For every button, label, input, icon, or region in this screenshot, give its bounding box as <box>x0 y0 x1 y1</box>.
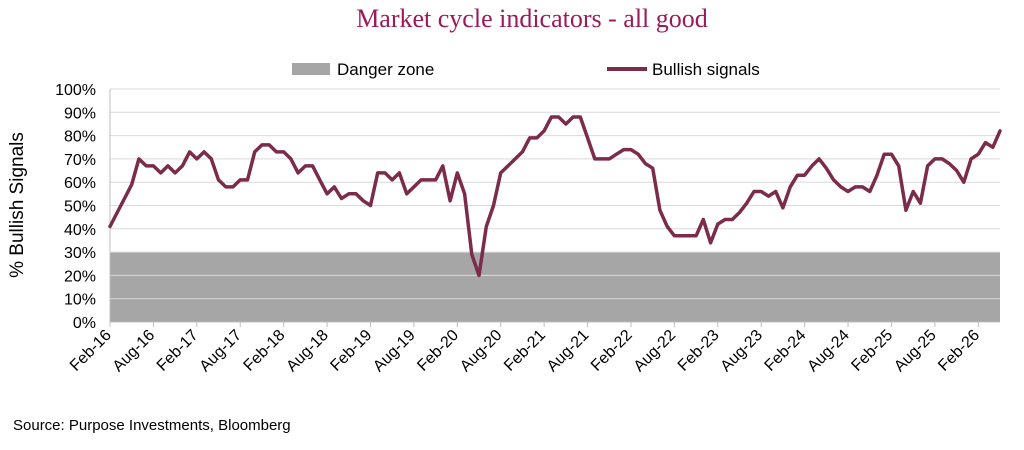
y-tick-label: 60% <box>64 175 96 192</box>
x-tick-label: Feb-22 <box>588 327 636 375</box>
x-tick-label: Feb-18 <box>241 327 289 375</box>
x-tick-label: Feb-16 <box>67 327 115 375</box>
x-tick-label: Aug-16 <box>110 327 159 376</box>
x-tick-label: Feb-23 <box>675 327 723 375</box>
legend-danger-zone-swatch <box>292 63 330 75</box>
plot-area: 0%10%20%30%40%50%60%70%80%90%100%Feb-16A… <box>55 82 1002 376</box>
x-tick-label: Aug-24 <box>804 327 853 376</box>
y-tick-label: 10% <box>64 292 96 309</box>
x-tick-label: Feb-25 <box>848 327 896 375</box>
x-tick-label: Feb-26 <box>935 327 983 375</box>
y-tick-label: 100% <box>55 82 96 99</box>
x-tick-label: Aug-21 <box>544 327 593 376</box>
legend-bullish-signals-label: Bullish signals <box>652 60 760 79</box>
x-tick-label: Feb-20 <box>414 327 462 375</box>
y-tick-label: 50% <box>64 199 96 216</box>
x-tick-label: Aug-18 <box>283 327 332 376</box>
x-tick-label: Feb-17 <box>154 327 202 375</box>
source-note: Source: Purpose Investments, Bloomberg <box>13 417 291 434</box>
x-tick-label: Aug-25 <box>891 327 940 376</box>
x-tick-label: Aug-22 <box>631 327 680 376</box>
chart-title: Market cycle indicators - all good <box>356 4 708 33</box>
x-tick-label: Aug-20 <box>457 327 506 376</box>
y-tick-label: 0% <box>73 315 96 332</box>
x-tick-label: Feb-21 <box>501 327 549 375</box>
x-tick-label: Aug-19 <box>370 327 419 376</box>
x-tick-label: Feb-24 <box>762 327 810 375</box>
legend-danger-zone-label: Danger zone <box>337 60 434 79</box>
x-tick-label: Aug-23 <box>718 327 767 376</box>
y-tick-label: 70% <box>64 152 96 169</box>
legend: Danger zone Bullish signals <box>292 60 760 79</box>
y-tick-label: 90% <box>64 105 96 122</box>
y-tick-label: 30% <box>64 245 96 262</box>
y-tick-label: 40% <box>64 222 96 239</box>
y-tick-label: 80% <box>64 129 96 146</box>
y-axis-label: % Bullish Signals <box>7 132 28 278</box>
bullish-signals-line <box>108 115 1002 278</box>
danger-zone-band <box>110 252 1000 322</box>
x-tick-label: Feb-19 <box>327 327 375 375</box>
y-tick-label: 20% <box>64 268 96 285</box>
x-tick-label: Aug-17 <box>197 327 246 376</box>
